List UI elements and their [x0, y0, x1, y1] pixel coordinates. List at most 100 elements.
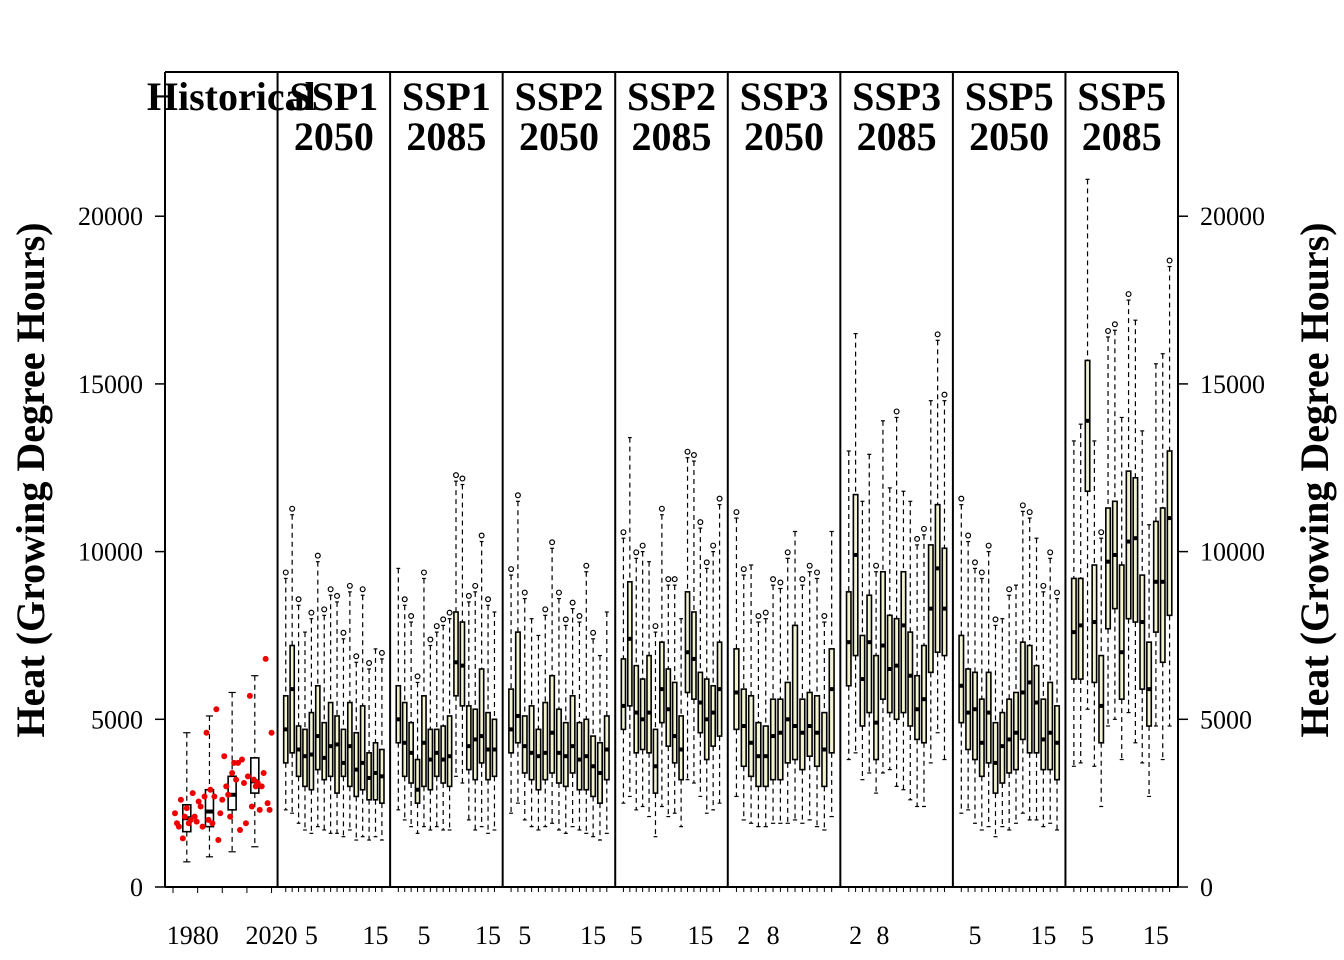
box-outlier: [914, 535, 921, 542]
box-iqr: [845, 591, 852, 687]
box-iqr: [414, 758, 421, 804]
box-outlier: [978, 569, 985, 576]
box-plot: [514, 492, 521, 804]
box-plot: [678, 618, 684, 828]
box-outlier: [308, 609, 315, 616]
box-plot: [453, 472, 460, 777]
box-iqr: [879, 570, 886, 700]
box-outlier: [542, 606, 549, 613]
historical-point: [183, 805, 190, 812]
box-outlier: [633, 549, 640, 556]
panel-title: 2085: [857, 114, 937, 159]
box-iqr: [907, 631, 914, 727]
box-plot: [1040, 582, 1047, 828]
historical-point: [250, 776, 257, 783]
historical-point: [191, 813, 198, 820]
box-plot: [886, 487, 893, 771]
box-plot: [569, 599, 576, 828]
box-plot: [927, 400, 934, 764]
box-outlier: [1098, 529, 1105, 536]
box-plot: [941, 391, 948, 761]
box-outlier: [1125, 291, 1132, 298]
historical-point: [207, 786, 214, 793]
box-outlier: [652, 623, 659, 630]
box-outlier: [453, 472, 460, 479]
box-outlier: [420, 569, 427, 576]
box-plot: [535, 634, 542, 831]
box-plot: [433, 623, 440, 828]
box-outlier: [697, 519, 704, 526]
box-iqr: [769, 698, 777, 781]
box-plot: [684, 448, 691, 781]
box-iqr: [1159, 507, 1166, 664]
box-iqr: [941, 547, 948, 657]
historical-point: [217, 810, 224, 817]
box-plot: [440, 616, 447, 831]
historical-point: [195, 798, 202, 805]
x-tick-label: 5: [305, 921, 318, 950]
box-plot: [1019, 502, 1026, 814]
box-plot: [289, 505, 296, 814]
box-plot: [596, 654, 603, 841]
box-outlier: [971, 559, 978, 566]
box-outlier: [1054, 589, 1061, 596]
box-outlier: [334, 592, 341, 599]
box-plot: [971, 559, 979, 824]
box-outlier: [446, 609, 453, 616]
box-iqr: [978, 698, 985, 778]
panel-title: SSP5: [965, 74, 1054, 119]
panel-title: SSP1: [289, 74, 378, 119]
box-outlier: [1006, 586, 1013, 593]
box-plot: [576, 613, 583, 831]
box-plot: [583, 562, 590, 834]
box-outlier: [690, 452, 697, 459]
box-outlier: [1047, 549, 1054, 556]
box-plot: [1139, 430, 1146, 764]
x-tick-label: 8: [767, 921, 780, 950]
box-iqr: [340, 728, 347, 778]
box-outlier: [590, 629, 597, 636]
box-iqr: [652, 728, 659, 794]
box-iqr: [747, 695, 755, 778]
box-plot: [1166, 257, 1173, 727]
historical-point: [215, 837, 222, 844]
historical-point: [213, 706, 220, 713]
historical-point: [199, 823, 206, 830]
box-iqr: [886, 614, 893, 714]
box-plot: [978, 569, 985, 831]
box-plot: [181, 732, 192, 863]
box-plot: [1132, 319, 1139, 744]
box-plot: [521, 589, 528, 821]
historical-point: [233, 776, 240, 783]
box-plot: [806, 562, 813, 821]
box-outlier: [366, 659, 373, 666]
box-plot: [762, 609, 769, 828]
box-plot: [1152, 363, 1159, 727]
x-tick-label: 15: [1030, 921, 1056, 950]
historical-point: [177, 796, 184, 803]
box-iqr: [508, 688, 515, 754]
box-plot: [1012, 584, 1020, 824]
historical-point: [225, 791, 232, 798]
historical-point: [197, 803, 204, 810]
box-plot: [295, 596, 302, 824]
x-tick-label: 5: [518, 921, 531, 950]
box-outlier: [784, 549, 791, 556]
box-iqr: [1026, 644, 1033, 754]
box-plot: [401, 596, 408, 821]
box-outlier: [671, 576, 678, 583]
box-iqr: [353, 731, 360, 798]
box-iqr: [542, 701, 549, 781]
box-outlier: [806, 562, 813, 569]
box-iqr: [440, 725, 447, 784]
historical-point: [201, 793, 208, 800]
panel-title: SSP2: [514, 74, 603, 119]
x-tick-label: 1980: [167, 921, 219, 950]
box-plot: [459, 475, 466, 784]
box-outlier: [1105, 327, 1112, 334]
box-iqr: [549, 674, 556, 774]
box-outlier: [282, 569, 289, 576]
panel-title: SSP2: [627, 74, 716, 119]
historical-point: [266, 806, 273, 813]
box-iqr: [250, 757, 260, 794]
